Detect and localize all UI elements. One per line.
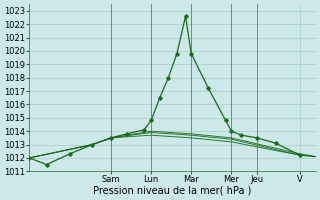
X-axis label: Pression niveau de la mer( hPa ): Pression niveau de la mer( hPa ): [93, 186, 252, 196]
